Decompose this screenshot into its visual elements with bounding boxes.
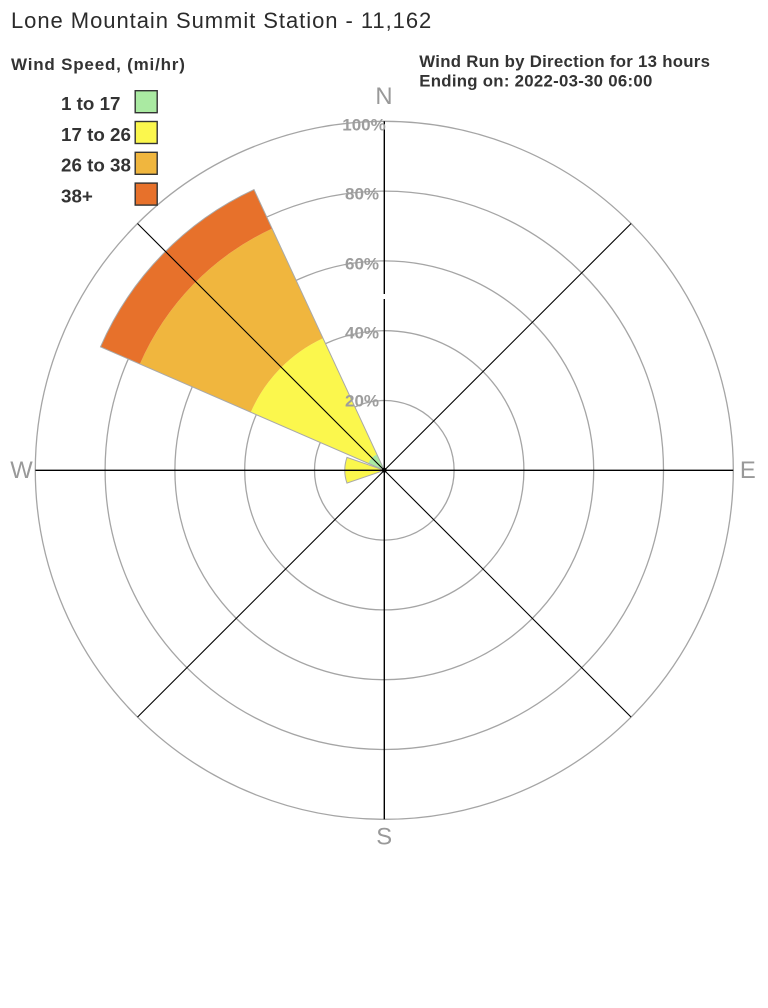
svg-text:1 to 17: 1 to 17 bbox=[61, 93, 121, 114]
svg-text:100%: 100% bbox=[342, 115, 385, 134]
svg-text:26 to 38: 26 to 38 bbox=[61, 155, 131, 176]
svg-text:Ending on: 2022-03-30 06:00: Ending on: 2022-03-30 06:00 bbox=[419, 72, 652, 91]
svg-text:W: W bbox=[10, 457, 33, 484]
svg-text:17 to 26: 17 to 26 bbox=[61, 124, 131, 145]
svg-text:Lone Mountain Summit Station -: Lone Mountain Summit Station - 11,162 bbox=[11, 8, 432, 33]
svg-text:Wind Run by Direction for 13 h: Wind Run by Direction for 13 hours bbox=[419, 52, 710, 71]
svg-text:80%: 80% bbox=[345, 185, 379, 204]
svg-text:S: S bbox=[376, 824, 392, 851]
svg-text:E: E bbox=[740, 457, 756, 484]
svg-text:20%: 20% bbox=[345, 392, 379, 411]
svg-text:Wind Speed, (mi/hr): Wind Speed, (mi/hr) bbox=[11, 55, 186, 74]
svg-text:38+: 38+ bbox=[61, 185, 93, 206]
svg-text:60%: 60% bbox=[345, 255, 379, 274]
svg-text:40%: 40% bbox=[345, 324, 379, 343]
svg-text:N: N bbox=[375, 83, 392, 110]
